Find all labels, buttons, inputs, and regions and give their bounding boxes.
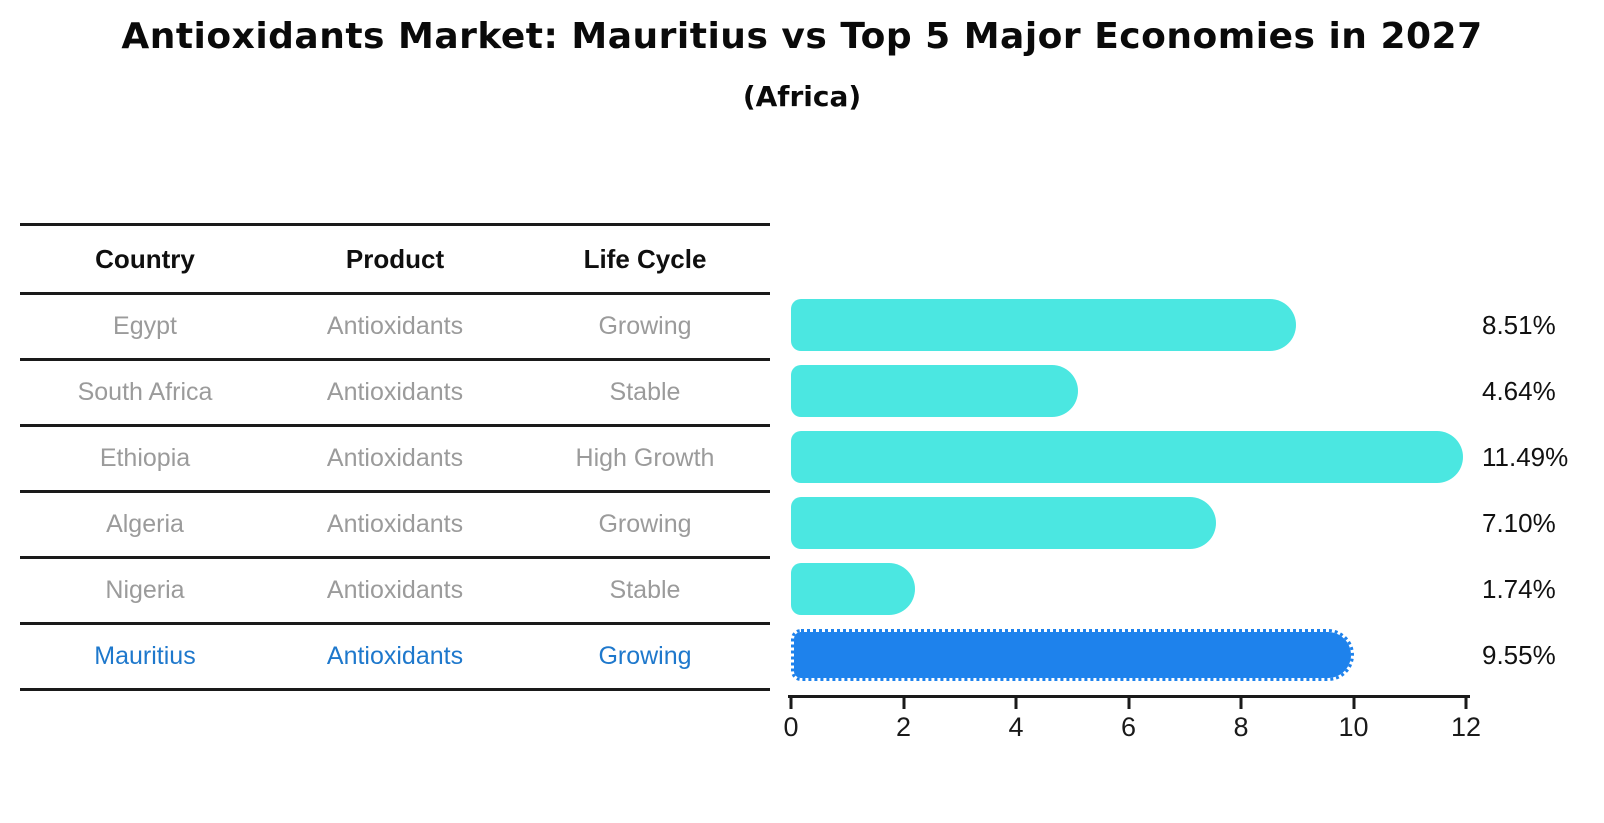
value-label: 7.10% bbox=[1482, 507, 1556, 538]
value-label: 8.51% bbox=[1482, 309, 1556, 340]
chart-subtitle: (Africa) bbox=[742, 80, 862, 113]
axis-tick-label: 10 bbox=[1338, 712, 1369, 742]
axis-tick-mark bbox=[1352, 695, 1355, 709]
bar-nigeria bbox=[791, 563, 915, 615]
cell-product: Antioxidants bbox=[326, 444, 464, 472]
bar-row bbox=[791, 490, 1491, 556]
table-row: Ethiopia Antioxidants High Growth bbox=[20, 424, 770, 490]
axis-tick-mark bbox=[1239, 695, 1243, 709]
bar-row bbox=[791, 292, 1491, 358]
axis-tick-label: 6 bbox=[1120, 712, 1137, 742]
cell-product: Antioxidants bbox=[326, 312, 464, 340]
axis-tick-label: 12 bbox=[1450, 712, 1482, 742]
bar-row bbox=[791, 622, 1491, 688]
cell-life-cycle: Growing bbox=[598, 510, 692, 538]
cell-country: Egypt bbox=[113, 312, 177, 340]
value-label: 9.55% bbox=[1482, 639, 1556, 670]
table-row: Egypt Antioxidants Growing bbox=[20, 292, 770, 358]
value-labels: 8.51% 4.64% 11.49% 7.10% 1.74% 9.55% bbox=[1482, 292, 1568, 688]
value-label: 4.64% bbox=[1482, 375, 1556, 406]
cell-product: Antioxidants bbox=[326, 642, 464, 670]
country-table: Country Product Life Cycle Egypt Antioxi… bbox=[20, 223, 770, 691]
value-label: 1.74% bbox=[1482, 573, 1556, 604]
axis-tick-mark bbox=[902, 695, 905, 709]
axis-tick-mark bbox=[1127, 695, 1130, 709]
value-label: 11.49% bbox=[1482, 441, 1569, 472]
table-header-life-cycle: Life Cycle bbox=[583, 243, 707, 274]
bar-south-africa bbox=[791, 365, 1078, 417]
cell-life-cycle: Growing bbox=[598, 312, 692, 340]
axis-tick-label: 0 bbox=[783, 712, 799, 742]
table-row-mauritius: Mauritius Antioxidants Growing bbox=[20, 622, 770, 688]
cell-product: Antioxidants bbox=[326, 576, 464, 604]
axis-tick-label: 2 bbox=[895, 712, 912, 742]
axis-tick-mark bbox=[789, 695, 793, 709]
bar-chart bbox=[791, 292, 1491, 688]
bar-mauritius bbox=[791, 629, 1355, 681]
bar-row bbox=[791, 556, 1491, 622]
axis-tick-label: 8 bbox=[1233, 712, 1249, 742]
cell-country: Ethiopia bbox=[99, 444, 191, 472]
cell-country: South Africa bbox=[77, 378, 213, 406]
bar-row bbox=[791, 358, 1491, 424]
table-header-country: Country bbox=[95, 243, 195, 274]
cell-country: Algeria bbox=[106, 510, 184, 538]
cell-country: Nigeria bbox=[105, 576, 185, 604]
cell-life-cycle: Stable bbox=[609, 576, 681, 604]
bar-algeria bbox=[791, 497, 1217, 549]
bar-row bbox=[791, 424, 1491, 490]
table-row: Algeria Antioxidants Growing bbox=[20, 490, 770, 556]
x-axis-ticks: 0 2 4 6 8 10 12 bbox=[783, 695, 1481, 745]
table-row: Nigeria Antioxidants Stable bbox=[20, 556, 770, 622]
table-header-product: Product bbox=[345, 243, 445, 274]
axis-tick-mark bbox=[1014, 695, 1018, 709]
chart-title: Antioxidants Market: Mauritius vs Top 5 … bbox=[121, 16, 1483, 57]
cell-country: Mauritius bbox=[94, 642, 196, 670]
cell-product: Antioxidants bbox=[326, 378, 464, 406]
axis-tick-mark bbox=[1464, 695, 1468, 709]
cell-life-cycle: Stable bbox=[609, 378, 681, 406]
table-header-row: Country Product Life Cycle bbox=[20, 226, 770, 292]
bar-ethiopia bbox=[791, 431, 1464, 483]
cell-life-cycle: High Growth bbox=[575, 444, 715, 472]
table-row: South Africa Antioxidants Stable bbox=[20, 358, 770, 424]
bar-egypt bbox=[791, 299, 1296, 351]
cell-life-cycle: Growing bbox=[598, 642, 692, 670]
cell-product: Antioxidants bbox=[326, 510, 464, 538]
axis-tick-label: 4 bbox=[1008, 712, 1024, 742]
